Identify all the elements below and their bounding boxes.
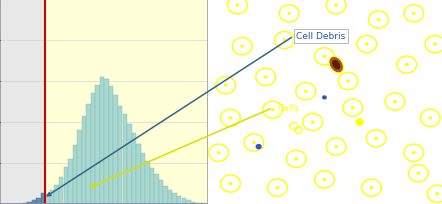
Bar — [127, 124, 132, 204]
Bar — [59, 177, 64, 204]
Circle shape — [323, 96, 326, 99]
Bar — [100, 78, 104, 204]
Bar — [159, 181, 163, 204]
Bar — [145, 161, 150, 204]
Bar — [154, 174, 159, 204]
Bar — [77, 131, 82, 204]
Bar — [72, 145, 77, 204]
Bar — [114, 96, 118, 204]
Circle shape — [256, 145, 261, 149]
Circle shape — [334, 145, 338, 149]
Text: Cells: Cells — [278, 104, 299, 113]
Circle shape — [356, 119, 363, 125]
Bar — [27, 202, 32, 204]
Circle shape — [311, 121, 315, 124]
Bar — [136, 144, 141, 204]
Circle shape — [224, 84, 228, 87]
Bar — [104, 80, 109, 204]
Bar — [168, 190, 172, 204]
Bar — [95, 86, 100, 204]
Circle shape — [304, 90, 308, 93]
Circle shape — [334, 4, 338, 8]
Circle shape — [282, 39, 286, 42]
Bar — [32, 200, 36, 204]
Bar — [46, 194, 50, 204]
Bar — [132, 134, 136, 204]
Bar — [41, 193, 46, 204]
Circle shape — [412, 13, 415, 16]
Ellipse shape — [332, 60, 340, 70]
Circle shape — [287, 13, 291, 16]
Bar — [200, 203, 204, 204]
Circle shape — [229, 117, 232, 120]
Circle shape — [405, 64, 408, 67]
Bar — [32, 202, 36, 204]
Bar — [177, 196, 181, 204]
Circle shape — [374, 137, 378, 140]
Circle shape — [365, 43, 369, 47]
Bar — [182, 198, 186, 204]
Circle shape — [236, 4, 239, 8]
Circle shape — [264, 76, 267, 79]
Bar — [109, 87, 114, 204]
Bar — [86, 104, 91, 204]
Bar — [191, 202, 195, 204]
Circle shape — [240, 45, 244, 49]
Bar — [118, 106, 122, 204]
Circle shape — [428, 117, 432, 120]
Circle shape — [294, 157, 298, 161]
Bar — [46, 0, 207, 204]
Bar — [50, 190, 54, 204]
Circle shape — [393, 100, 397, 104]
Bar — [36, 198, 41, 204]
Bar — [64, 167, 68, 204]
Bar — [172, 193, 177, 204]
Bar — [23, 203, 27, 204]
Circle shape — [275, 186, 279, 189]
Circle shape — [351, 106, 354, 110]
Circle shape — [252, 141, 256, 144]
Circle shape — [370, 186, 373, 189]
Bar — [36, 201, 41, 204]
Bar — [122, 114, 127, 204]
Bar — [195, 203, 200, 204]
Circle shape — [412, 151, 415, 155]
Bar — [91, 94, 95, 204]
Ellipse shape — [329, 57, 343, 73]
Bar — [54, 185, 59, 204]
Circle shape — [435, 192, 439, 195]
Bar — [82, 116, 86, 204]
Bar — [68, 159, 72, 204]
Circle shape — [433, 43, 437, 47]
Circle shape — [417, 172, 420, 175]
Circle shape — [377, 19, 381, 22]
Circle shape — [271, 109, 274, 112]
Bar — [27, 203, 32, 204]
Bar — [164, 186, 168, 204]
Bar — [41, 198, 46, 204]
Circle shape — [323, 55, 326, 59]
Bar — [141, 153, 145, 204]
Circle shape — [229, 182, 232, 185]
Bar — [150, 168, 154, 204]
Circle shape — [217, 151, 221, 155]
Circle shape — [346, 80, 350, 83]
Circle shape — [323, 178, 326, 181]
Text: Cell Debris: Cell Debris — [296, 32, 346, 41]
Bar — [186, 200, 191, 204]
